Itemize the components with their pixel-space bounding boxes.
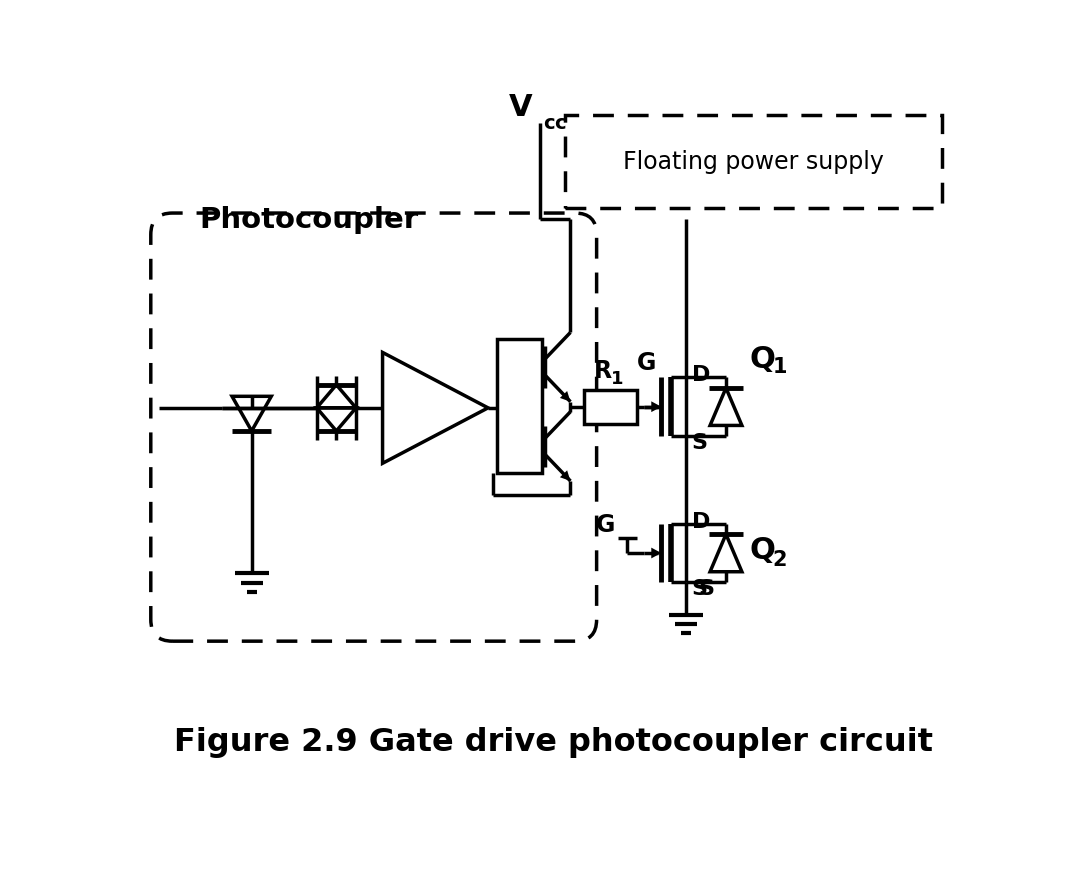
Text: $\mathbf{Q}$: $\mathbf{Q}$ [750, 535, 775, 565]
Text: $\mathbf{S}$: $\mathbf{S}$ [690, 579, 707, 599]
Text: $\mathbf{D}$: $\mathbf{D}$ [690, 511, 710, 531]
Text: $\mathbf{cc}$: $\mathbf{cc}$ [543, 114, 567, 133]
Text: $\mathbf{2}$: $\mathbf{2}$ [772, 550, 787, 570]
Polygon shape [584, 391, 636, 424]
Polygon shape [497, 339, 542, 474]
Text: $\mathbf{S}$: $\mathbf{S}$ [699, 579, 715, 599]
Text: $\mathbf{Q}$: $\mathbf{Q}$ [750, 344, 775, 374]
Text: $\mathbf{1}$: $\mathbf{1}$ [610, 370, 623, 387]
Text: $\mathbf{G}$: $\mathbf{G}$ [594, 513, 615, 536]
Text: $\mathbf{G}$: $\mathbf{G}$ [636, 351, 656, 375]
Text: $\mathbf{1}$: $\mathbf{1}$ [772, 356, 787, 377]
Polygon shape [651, 402, 661, 413]
Polygon shape [559, 392, 570, 402]
Text: $\mathbf{R}$: $\mathbf{R}$ [593, 358, 612, 383]
Text: Photocoupler: Photocoupler [200, 205, 418, 234]
Text: $\mathbf{V}$: $\mathbf{V}$ [508, 93, 534, 122]
Text: $\mathbf{S}$: $\mathbf{S}$ [690, 433, 707, 453]
Text: Floating power supply: Floating power supply [623, 150, 885, 174]
Polygon shape [559, 471, 570, 481]
Polygon shape [651, 548, 661, 558]
Text: $\mathbf{D}$: $\mathbf{D}$ [690, 365, 710, 385]
Text: Figure 2.9 Gate drive photocoupler circuit: Figure 2.9 Gate drive photocoupler circu… [174, 726, 933, 757]
